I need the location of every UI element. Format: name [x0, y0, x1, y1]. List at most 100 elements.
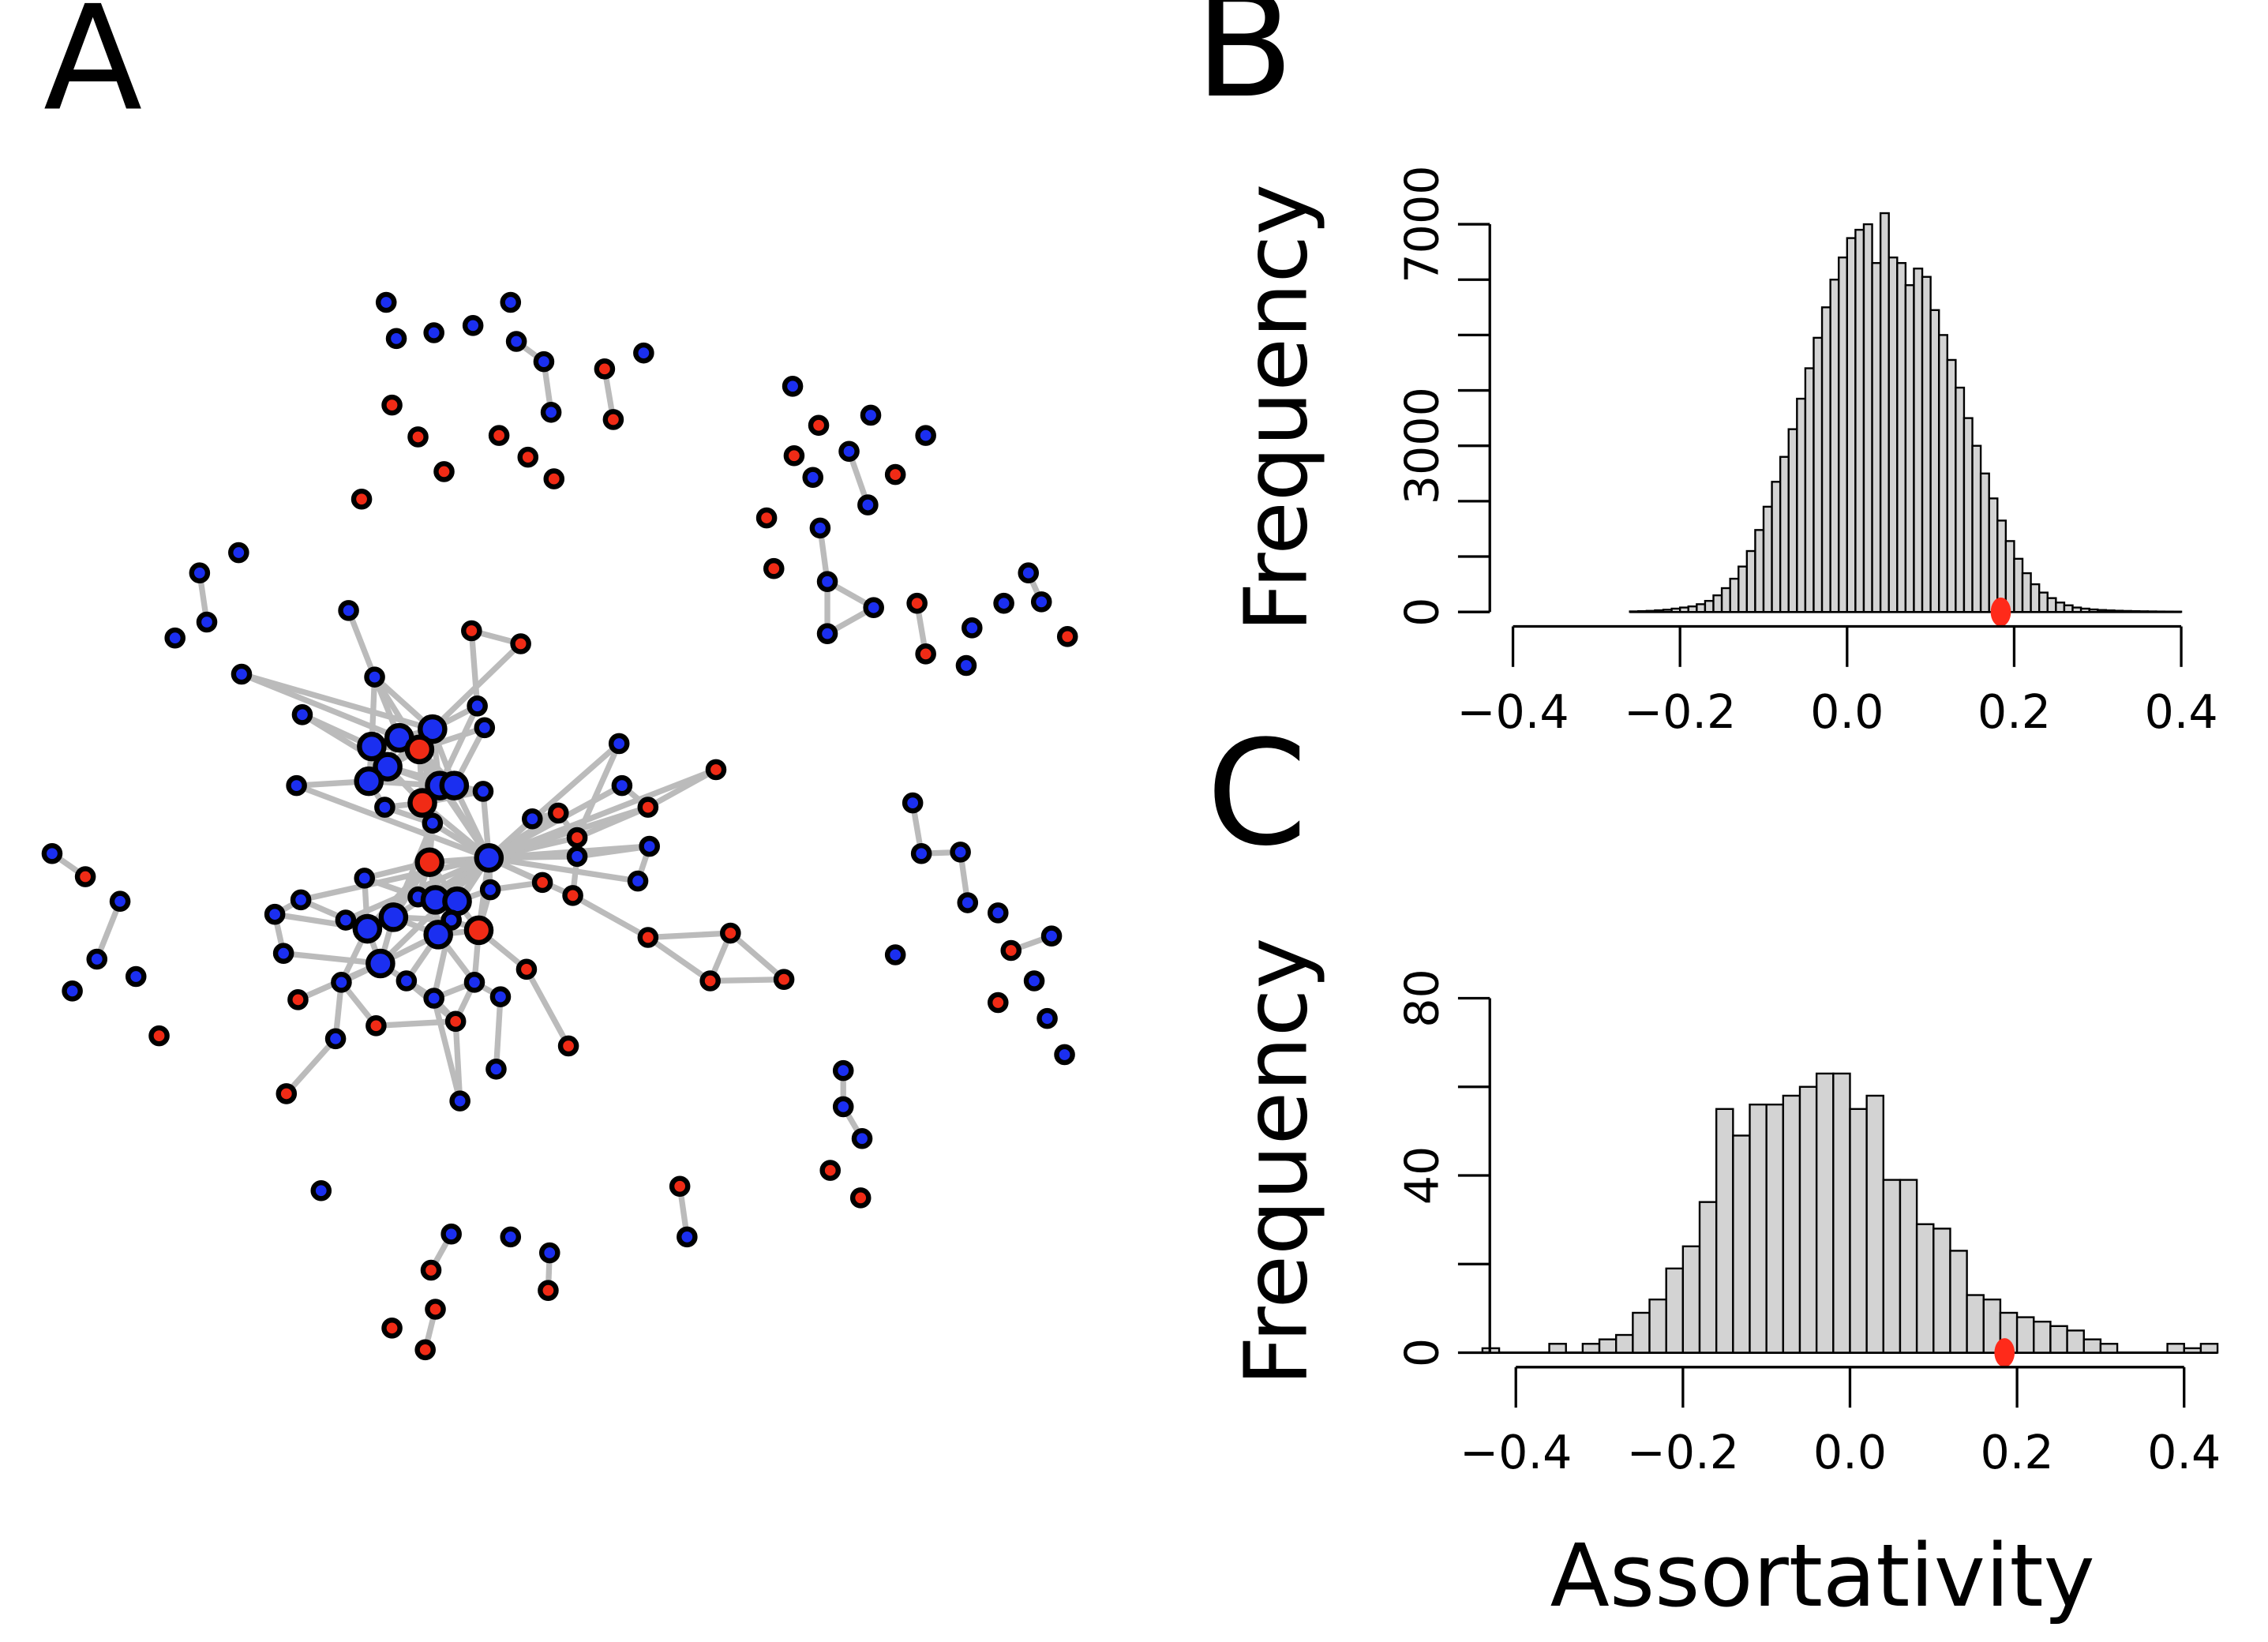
network-node-blue	[915, 425, 936, 446]
network-node-blue	[816, 571, 838, 592]
network-node-blue	[485, 1059, 507, 1080]
network-node-blue	[633, 342, 654, 364]
histogram-bar	[1804, 367, 1815, 613]
network-node-blue	[374, 797, 395, 818]
y-tick-label: 7000	[1395, 165, 1449, 283]
network-node-blue	[196, 611, 218, 633]
network-node-red	[763, 557, 785, 579]
histogram-bar	[1678, 606, 1689, 613]
histogram-bar	[1899, 1179, 1918, 1354]
histogram-bar	[1662, 609, 1673, 613]
histogram-bar	[1698, 1201, 1718, 1354]
network-node-red	[381, 394, 403, 416]
network-node-blue	[1018, 562, 1040, 583]
network-node-blue	[164, 627, 186, 649]
network-node-blue	[331, 972, 352, 993]
histogram-bar	[2079, 607, 2090, 613]
network-node-blue	[993, 592, 1014, 614]
histogram-bar	[2066, 1329, 2085, 1354]
network-edge	[575, 804, 650, 841]
histogram-bar	[1832, 1072, 1851, 1354]
histogram-bar	[1687, 605, 1698, 613]
network-node-red	[463, 915, 494, 946]
histogram-bar	[1955, 386, 1966, 613]
x-tick-label: −0.4	[1460, 1426, 1572, 1479]
histogram-bar	[2021, 572, 2032, 613]
network-edge	[646, 935, 712, 984]
histogram-bar	[1762, 505, 1773, 613]
network-node-blue	[291, 704, 313, 725]
histogram-bar	[1946, 358, 1957, 613]
network-edge	[576, 843, 650, 860]
network-node-red	[1056, 626, 1078, 647]
network-edge	[283, 950, 381, 967]
network-node-red	[510, 633, 531, 654]
network-node-blue	[231, 663, 253, 685]
network-edge	[523, 968, 572, 1048]
network-node-blue	[540, 402, 562, 423]
network-node-red	[906, 592, 928, 614]
network-node-blue	[395, 970, 418, 992]
x-tick-label: −0.2	[1627, 1426, 1739, 1479]
histogram-bar	[1771, 481, 1782, 613]
network-node-red	[414, 847, 444, 878]
histogram-bar	[1645, 609, 1656, 613]
histogram-bar	[2088, 608, 2099, 613]
network-node-red	[517, 446, 539, 468]
network-node-blue	[863, 597, 884, 618]
network-node-blue	[467, 695, 488, 717]
network-node-red	[407, 426, 429, 448]
network-node-blue	[782, 376, 804, 397]
histogram-bar	[1820, 306, 1831, 613]
network-node-red	[414, 1339, 436, 1361]
network-node-blue	[439, 770, 470, 800]
network-node-blue	[500, 291, 522, 313]
histogram-bar	[2138, 610, 2149, 613]
network-node-blue	[125, 965, 147, 988]
histogram-bar	[1971, 444, 1982, 613]
y-tick-label: 80	[1395, 969, 1449, 1028]
network-node-red	[773, 969, 795, 990]
histogram-bar	[1871, 261, 1882, 613]
network-node-blue	[1054, 1044, 1075, 1066]
histogram-bar	[2121, 609, 2132, 613]
y-tick-label: 3000	[1395, 387, 1449, 504]
network-edge	[487, 767, 718, 861]
network-node-blue	[423, 988, 444, 1009]
histogram-bar	[1798, 1085, 1818, 1354]
network-node-blue	[474, 842, 504, 873]
histogram-bar	[1988, 497, 1999, 613]
network-node-red	[562, 885, 583, 906]
network-node-red	[148, 1025, 170, 1047]
histogram-bar	[1921, 276, 1932, 613]
histogram-bar	[1913, 267, 1924, 613]
network-node-blue	[627, 870, 649, 892]
histogram-bar	[1915, 1223, 1935, 1354]
network-node-red	[404, 734, 435, 765]
network-node-blue	[608, 733, 630, 755]
network-node-blue	[860, 404, 882, 426]
histogram-bar	[1615, 1333, 1634, 1354]
network-node-red	[808, 414, 830, 437]
histogram-bar	[1670, 607, 1681, 613]
network-node-red	[637, 797, 659, 818]
network-node-blue	[462, 315, 484, 336]
histogram-bar	[1865, 1094, 1884, 1354]
histogram-bar	[1648, 1298, 1667, 1354]
histogram-bar	[1879, 212, 1890, 613]
network-node-blue	[816, 623, 838, 644]
network-node-blue	[472, 781, 494, 802]
network-node-red	[915, 643, 936, 665]
histogram-bar	[2183, 1347, 2202, 1354]
network-node-red	[699, 970, 721, 992]
network-node-red	[366, 1015, 387, 1037]
histogram-bar	[1654, 609, 1665, 613]
network-node-blue	[189, 562, 211, 583]
histogram-bar	[1598, 1338, 1618, 1354]
histogram-c-axes: −0.4 −0.2 0.0 0.2 0.4 0 40 80	[1395, 969, 2221, 1479]
histogram-bar	[2097, 609, 2108, 613]
network-node-blue	[1037, 1007, 1058, 1029]
network-node-blue	[41, 842, 63, 864]
histogram-bar	[2030, 583, 2041, 613]
histogram-bar	[1581, 1343, 1601, 1354]
